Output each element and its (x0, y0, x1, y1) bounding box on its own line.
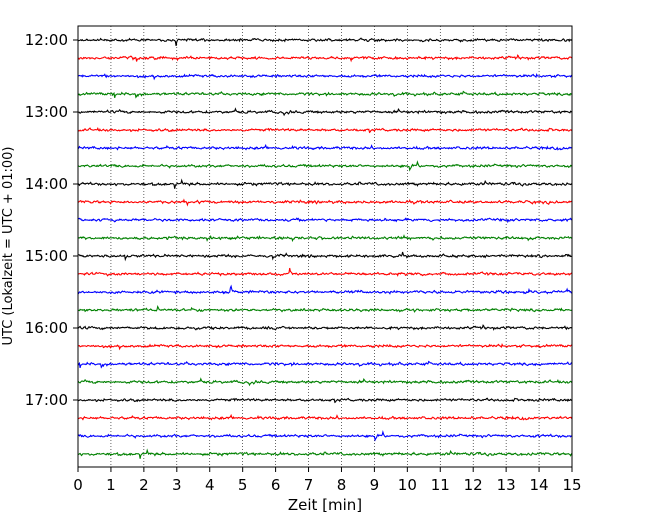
trace-line-19 (77, 377, 573, 387)
x-tick-label-2: 2 (139, 476, 149, 494)
y-tick-label-16:00: 16:00 (25, 319, 68, 337)
y-tick-label-14:00: 14:00 (25, 175, 68, 193)
x-tick-label-8: 8 (337, 476, 347, 494)
x-tick-label-12: 12 (464, 476, 483, 494)
x-tick-label-1: 1 (106, 476, 116, 494)
x-tick-label-0: 0 (73, 476, 83, 494)
y-axis-ticks: 12:00 13:00 14:00 15:00 16:00 17:00 (25, 31, 78, 409)
trace-line-21 (77, 413, 573, 421)
x-tick-label-15: 15 (562, 476, 581, 494)
trace-line-10 (77, 217, 573, 224)
x-tick-label-3: 3 (172, 476, 182, 494)
trace-line-3 (77, 90, 573, 99)
x-tick-label-7: 7 (304, 476, 314, 494)
trace-line-22 (77, 430, 573, 442)
trace-line-1 (77, 54, 573, 63)
plot-frame (77, 25, 573, 468)
x-tick-label-6: 6 (271, 476, 281, 494)
trace-line-8 (77, 178, 573, 189)
trace-line-9 (77, 198, 573, 207)
x-tick-label-10: 10 (398, 476, 417, 494)
trace-line-0 (77, 37, 573, 46)
y-tick-label-17:00: 17:00 (25, 391, 68, 409)
x-tick-label-9: 9 (370, 476, 380, 494)
trace-line-23 (77, 448, 573, 459)
trace-line-5 (77, 126, 573, 134)
x-axis-label: Zeit [min] (288, 496, 362, 514)
x-tick-label-4: 4 (205, 476, 215, 494)
trace-line-16 (77, 324, 573, 331)
trace-line-2 (77, 73, 573, 81)
x-tick-label-13: 13 (497, 476, 516, 494)
trace-line-14 (77, 284, 573, 295)
y-tick-label-13:00: 13:00 (25, 103, 68, 121)
y-tick-label-15:00: 15:00 (25, 247, 68, 265)
y-tick-label-12:00: 12:00 (25, 31, 68, 49)
y-axis-label: UTC (Lokalzeit = UTC + 01:00) (1, 147, 16, 346)
x-tick-label-5: 5 (238, 476, 248, 494)
trace-line-11 (77, 234, 573, 243)
trace-line-7 (78, 160, 573, 172)
x-tick-label-11: 11 (431, 476, 450, 494)
x-tick-label-14: 14 (530, 476, 549, 494)
trace-line-15 (77, 305, 573, 313)
trace-line-17 (77, 343, 573, 351)
seismic-traces (77, 37, 573, 459)
x-axis-ticks: 0 1 2 3 4 5 6 7 8 9 10 11 12 13 14 15 (73, 467, 582, 494)
trace-line-4 (77, 107, 573, 117)
trace-line-6 (77, 143, 573, 151)
trace-line-12 (77, 251, 573, 262)
trace-line-18 (77, 360, 573, 369)
trace-line-20 (77, 397, 573, 404)
trace-line-13 (77, 267, 573, 277)
